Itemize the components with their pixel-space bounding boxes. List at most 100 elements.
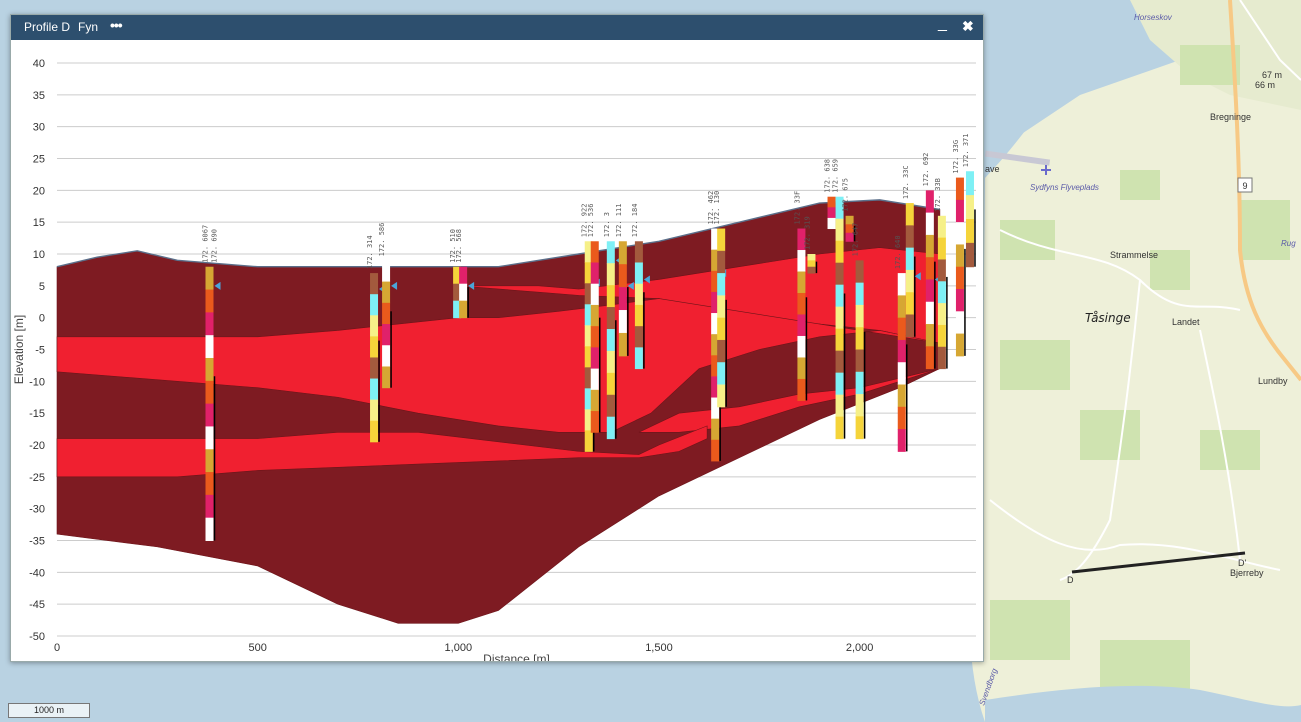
- borehole-segment: [584, 346, 593, 368]
- borehole-segment: [590, 326, 599, 348]
- more-dots-icon[interactable]: •••: [110, 17, 123, 33]
- borehole-segment: [711, 376, 720, 399]
- borehole-segment: [370, 357, 379, 380]
- borehole-segment: [855, 327, 864, 350]
- borehole-segment: [937, 281, 946, 304]
- y-tick-label: 20: [33, 185, 45, 197]
- water-level-icon: [468, 281, 475, 290]
- borehole-segment: [807, 266, 816, 274]
- borehole-segment: [925, 257, 934, 280]
- x-tick-label: 500: [248, 642, 266, 654]
- borehole-label: 172. 568: [455, 229, 463, 263]
- borehole-segment: [845, 215, 854, 225]
- borehole-segment: [897, 406, 906, 430]
- y-tick-label: 40: [33, 58, 45, 70]
- borehole-segment: [382, 260, 391, 283]
- y-tick-label: 35: [33, 90, 45, 102]
- borehole-segment: [584, 367, 593, 389]
- borehole-segment: [711, 334, 720, 356]
- place-label: Lundby: [1258, 376, 1288, 386]
- borehole-segment: [965, 218, 974, 244]
- borehole-segment: [606, 328, 615, 352]
- borehole-segment: [955, 199, 964, 223]
- borehole-segment: [717, 250, 726, 274]
- borehole-segment: [606, 416, 615, 440]
- close-icon[interactable]: ✖: [962, 18, 974, 34]
- borehole-segment: [835, 240, 844, 264]
- water-level-icon: [627, 281, 634, 290]
- elevation-mark: 67 m: [1262, 70, 1282, 80]
- borehole-segment: [634, 304, 643, 327]
- window-titlebar[interactable]: Profile D Fyn ••• _ ✖: [11, 15, 983, 40]
- water-level-icon: [914, 272, 921, 281]
- borehole-segment: [584, 388, 593, 410]
- water-level-icon: [214, 281, 221, 290]
- borehole-segment: [905, 225, 914, 249]
- borehole-segment: [370, 294, 379, 316]
- borehole-segment: [905, 269, 914, 293]
- borehole-label: 172. 3: [603, 212, 611, 237]
- borehole-segment: [590, 283, 599, 306]
- borehole-segment: [897, 295, 906, 319]
- y-tick-label: -10: [29, 376, 45, 388]
- y-tick-label: -30: [29, 504, 45, 516]
- borehole-label: 172. 659: [832, 159, 840, 193]
- borehole-segment: [453, 283, 462, 302]
- borehole-segment: [897, 273, 906, 296]
- borehole-segment: [955, 244, 964, 268]
- borehole-segment: [835, 262, 844, 286]
- borehole-segment: [711, 270, 720, 293]
- borehole-segment: [606, 350, 615, 374]
- borehole-segment: [807, 254, 816, 261]
- minimize-icon[interactable]: _: [938, 15, 947, 32]
- y-tick-label: 0: [39, 313, 45, 325]
- borehole-segment: [590, 411, 599, 433]
- borehole-segment: [855, 416, 864, 440]
- y-tick-label: 25: [33, 154, 45, 166]
- borehole-segment: [634, 347, 643, 370]
- borehole-segment: [835, 350, 844, 374]
- y-tick-label: 15: [33, 217, 45, 229]
- borehole-segment: [590, 262, 599, 285]
- borehole-segment: [937, 346, 946, 370]
- place-label: Bjerreby: [1230, 568, 1264, 578]
- profile-window: Profile D Fyn ••• _ ✖ 40 35 30 25 20 15 10 5 0 -5…: [10, 14, 984, 662]
- window-title: Profile D: [24, 20, 71, 34]
- borehole-segment: [205, 357, 214, 382]
- borehole-segment: [711, 249, 720, 272]
- y-tick-label: -15: [29, 408, 45, 420]
- profile-start-label: D: [1067, 575, 1074, 585]
- profile-chart[interactable]: 40 35 30 25 20 15 10 5 0 -5 -10 -15 -20 -25 -30 -35 -40 -…: [11, 40, 983, 661]
- borehole-segment: [797, 357, 806, 380]
- borehole-segment: [717, 273, 726, 296]
- borehole-segment: [590, 347, 599, 370]
- borehole-segment: [618, 287, 627, 311]
- geology-layer: [56, 425, 708, 478]
- borehole-segment: [955, 311, 964, 335]
- terrain-surface-line: [56, 199, 940, 268]
- borehole-segment: [925, 346, 934, 370]
- y-tick-label: -45: [29, 599, 45, 611]
- borehole-segment: [925, 301, 934, 325]
- borehole-label: 172. 371: [962, 134, 970, 168]
- borehole-segment: [897, 317, 906, 341]
- borehole-segment: [835, 284, 844, 308]
- borehole-segment: [205, 335, 214, 359]
- borehole-segment: [606, 285, 615, 308]
- borehole-segment: [955, 266, 964, 290]
- x-tick-label: 1,000: [445, 642, 473, 654]
- borehole-segment: [797, 292, 806, 315]
- borehole-segment: [717, 317, 726, 341]
- y-tick-label: -25: [29, 472, 45, 484]
- borehole-segment: [584, 325, 593, 347]
- borehole-label: 172. 690: [210, 229, 218, 263]
- borehole-segment: [807, 260, 816, 268]
- borehole-segment: [205, 449, 214, 473]
- borehole-segment: [925, 190, 934, 214]
- borehole-segment: [835, 218, 844, 242]
- borehole-segment: [835, 416, 844, 440]
- borehole-segment: [606, 307, 615, 330]
- y-tick-label: -40: [29, 567, 45, 579]
- borehole-segment: [905, 247, 914, 271]
- place-label: Rug: [1281, 239, 1296, 248]
